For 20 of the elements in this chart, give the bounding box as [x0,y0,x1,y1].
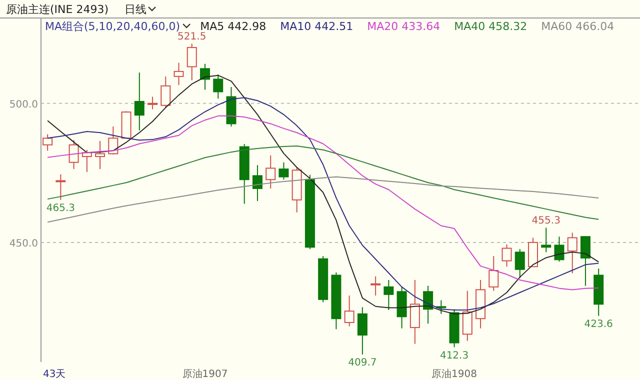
text: MA20 433.64 [367,20,440,33]
chart-subtitle: 日线 [124,3,146,16]
chart-title: 原油主连(INE 2493) [6,3,108,16]
text: MA10 442.51 [280,20,354,33]
text: MA5 442.98 [200,20,266,33]
annotation: 412.3 [440,350,469,362]
x-tick-label: 原油1908 [432,368,478,380]
x-tick-label: 原油1907 [182,368,228,380]
text: 43天 [43,369,66,380]
annotation: 521.5 [178,32,206,43]
annotation: 423.6 [584,318,613,330]
y-tick-label: 500.0 [9,99,38,110]
annotation: 455.3 [532,216,560,227]
line-series [47,176,600,223]
text: MA60 466.04 [541,20,614,33]
legend-title: MA组合(5,10,20,40,60,0) [45,20,180,33]
annotation: 465.3 [46,202,75,214]
annotation: 409.7 [348,357,377,368]
y-tick-label: 450.0 [9,238,38,250]
text: MA40 458.32 [454,20,528,33]
